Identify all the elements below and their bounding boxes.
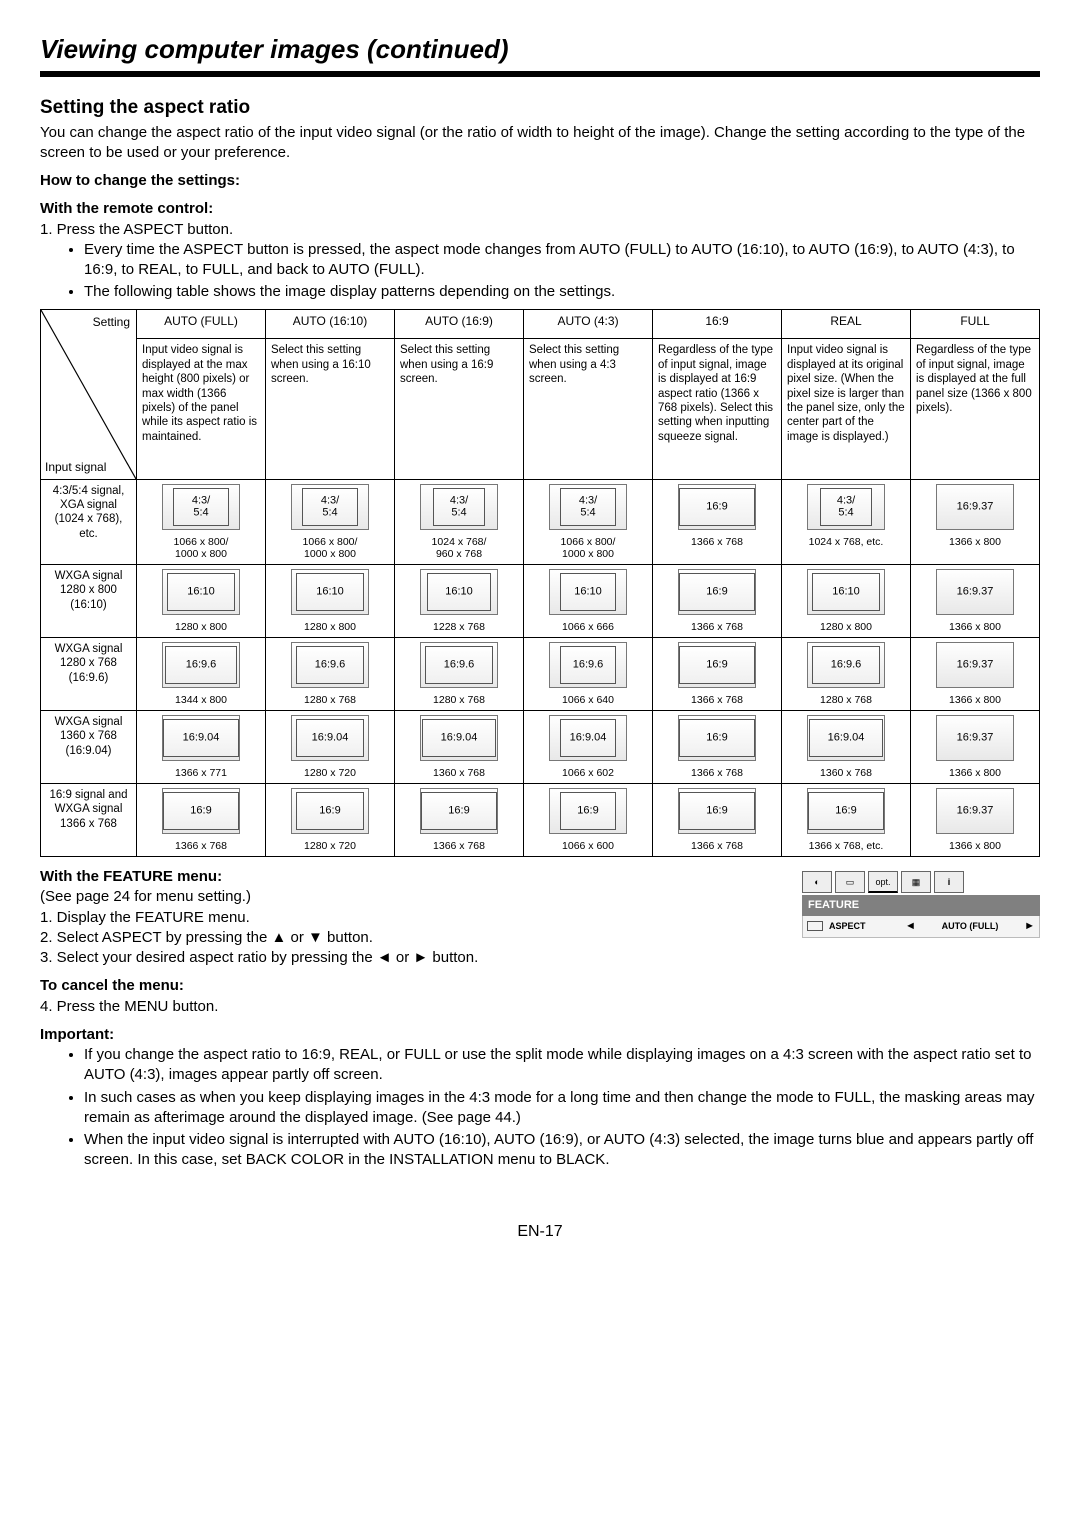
aspect-cell: 16:91066 x 600 <box>524 784 653 857</box>
remote-bullet: The following table shows the image disp… <box>84 282 1040 302</box>
aspect-cell: 4:3/ 5:41024 x 768/ 960 x 768 <box>395 479 524 564</box>
col-header: REAL <box>782 309 911 339</box>
col-desc: Input video signal is displayed at its o… <box>782 339 911 479</box>
col-header: AUTO (4:3) <box>524 309 653 339</box>
col-desc: Regardless of the type of input signal, … <box>653 339 782 479</box>
col-desc: Select this setting when using a 4:3 scr… <box>524 339 653 479</box>
aspect-cell: 16:9.041066 x 602 <box>524 710 653 783</box>
row-label: 4:3/5:4 signal, XGA signal (1024 x 768),… <box>41 479 137 564</box>
aspect-cell: 16:9.61280 x 768 <box>395 637 524 710</box>
aspect-cell: 16:9.041280 x 720 <box>266 710 395 783</box>
menu-item-label: ASPECT <box>829 920 899 932</box>
diag-input: Input signal <box>45 459 106 475</box>
important-bullet: In such cases as when you keep displayin… <box>84 1088 1040 1129</box>
aspect-cell: 4:3/ 5:41066 x 800/ 1000 x 800 <box>137 479 266 564</box>
aspect-cell: 4:3/ 5:41066 x 800/ 1000 x 800 <box>524 479 653 564</box>
section-heading: Setting the aspect ratio <box>40 95 1040 121</box>
col-desc: Select this setting when using a 16:10 s… <box>266 339 395 479</box>
col-desc: Input video signal is displayed at the m… <box>137 339 266 479</box>
aspect-cell: 16:9.371366 x 800 <box>911 710 1040 783</box>
page-number: EN-17 <box>40 1221 1040 1243</box>
menu-title-bar: FEATURE <box>802 895 1040 916</box>
diag-setting: Setting <box>93 314 130 330</box>
right-arrow-icon[interactable]: ► <box>1024 919 1035 934</box>
aspect-cell: 4:3/ 5:41024 x 768, etc. <box>782 479 911 564</box>
aspect-cell: 16:9.371366 x 800 <box>911 637 1040 710</box>
col-desc: Select this setting when using a 16:9 sc… <box>395 339 524 479</box>
aspect-cell: 16:9.61066 x 640 <box>524 637 653 710</box>
aspect-cell: 16:91366 x 768 <box>395 784 524 857</box>
row-label: 16:9 signal and WXGA signal 1366 x 768 <box>41 784 137 857</box>
col-header: FULL <box>911 309 1040 339</box>
aspect-cell: 16:9.371366 x 800 <box>911 784 1040 857</box>
row-label: WXGA signal 1280 x 768 (16:9.6) <box>41 637 137 710</box>
aspect-table: Setting Input signal AUTO (FULL)AUTO (16:1… <box>40 309 1040 857</box>
aspect-cell: 16:9.61344 x 800 <box>137 637 266 710</box>
aspect-cell: 16:101280 x 800 <box>782 564 911 637</box>
menu-aspect-row[interactable]: ASPECT ◄ AUTO (FULL) ► <box>802 916 1040 938</box>
remote-step1: 1. Press the ASPECT button. <box>40 220 1040 240</box>
aspect-cell: 16:91366 x 768 <box>653 479 782 564</box>
col-header: 16:9 <box>653 309 782 339</box>
aspect-cell: 16:101280 x 800 <box>266 564 395 637</box>
important-bullet: If you change the aspect ratio to 16:9, … <box>84 1045 1040 1086</box>
menu-tab-icon: ◐ <box>802 871 832 893</box>
menu-item-value: AUTO (FULL) <box>922 920 1018 932</box>
aspect-cell: 16:101228 x 768 <box>395 564 524 637</box>
menu-tab-icon: ▦ <box>901 871 931 893</box>
feature-menu-widget: ◐ ▭ opt. ▦ i FEATURE ASPECT ◄ AUTO (FULL… <box>802 871 1040 938</box>
aspect-cell: 16:91366 x 768 <box>137 784 266 857</box>
aspect-cell: 16:91366 x 768 <box>653 637 782 710</box>
page-title: Viewing computer images (continued) <box>40 32 1040 77</box>
aspect-cell: 4:3/ 5:41066 x 800/ 1000 x 800 <box>266 479 395 564</box>
aspect-cell: 16:9.371366 x 800 <box>911 564 1040 637</box>
intro-text: You can change the aspect ratio of the i… <box>40 123 1040 164</box>
aspect-cell: 16:9.61280 x 768 <box>266 637 395 710</box>
menu-tab-info: i <box>934 871 964 893</box>
aspect-cell: 16:91366 x 768 <box>653 710 782 783</box>
left-arrow-icon[interactable]: ◄ <box>905 919 916 934</box>
col-header: AUTO (16:10) <box>266 309 395 339</box>
menu-tab-icon: ▭ <box>835 871 865 893</box>
remote-bullet: Every time the ASPECT button is pressed,… <box>84 240 1040 281</box>
col-header: AUTO (FULL) <box>137 309 266 339</box>
aspect-cell: 16:91280 x 720 <box>266 784 395 857</box>
menu-tab-opt: opt. <box>868 871 898 893</box>
important-bullet: When the input video signal is interrupt… <box>84 1130 1040 1171</box>
aspect-icon <box>807 921 823 931</box>
aspect-cell: 16:9.61280 x 768 <box>782 637 911 710</box>
aspect-cell: 16:101066 x 666 <box>524 564 653 637</box>
important-heading: Important: <box>40 1025 1040 1045</box>
aspect-cell: 16:91366 x 768, etc. <box>782 784 911 857</box>
cancel-step: 4. Press the MENU button. <box>40 997 1040 1017</box>
aspect-cell: 16:9.041360 x 768 <box>782 710 911 783</box>
aspect-cell: 16:9.371366 x 800 <box>911 479 1040 564</box>
aspect-cell: 16:9.041366 x 771 <box>137 710 266 783</box>
aspect-cell: 16:91366 x 768 <box>653 564 782 637</box>
remote-heading: With the remote control: <box>40 199 1040 219</box>
feature-step: 3. Select your desired aspect ratio by p… <box>40 948 1040 968</box>
col-desc: Regardless of the type of input signal, … <box>911 339 1040 479</box>
aspect-cell: 16:101280 x 800 <box>137 564 266 637</box>
row-label: WXGA signal 1360 x 768 (16:9.04) <box>41 710 137 783</box>
aspect-cell: 16:91366 x 768 <box>653 784 782 857</box>
col-header: AUTO (16:9) <box>395 309 524 339</box>
cancel-heading: To cancel the menu: <box>40 976 1040 996</box>
howto-heading: How to change the settings: <box>40 171 1040 191</box>
aspect-cell: 16:9.041360 x 768 <box>395 710 524 783</box>
row-label: WXGA signal 1280 x 800 (16:10) <box>41 564 137 637</box>
